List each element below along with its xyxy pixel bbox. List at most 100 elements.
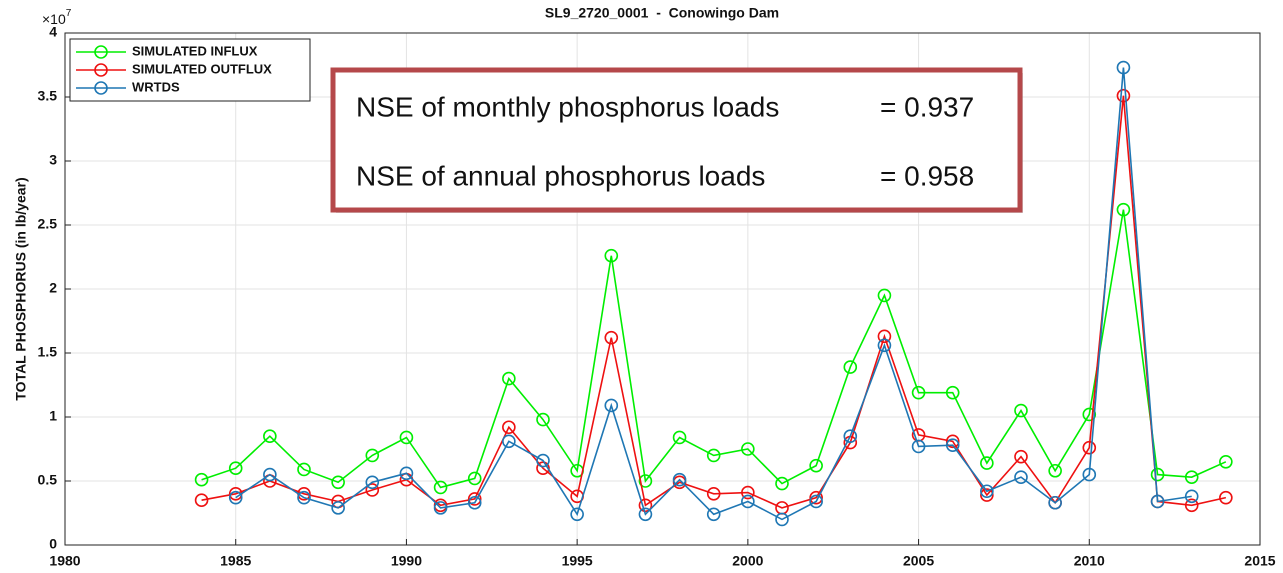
x-tick-label: 2000 — [732, 553, 763, 569]
point — [1116, 88, 1131, 103]
y-tick-label: 4 — [49, 24, 57, 40]
point — [843, 429, 858, 444]
y-scale-base: ×10 — [42, 11, 66, 27]
point — [1219, 490, 1233, 505]
point — [1150, 467, 1165, 482]
x-tick-label: 2010 — [1074, 553, 1105, 569]
point — [194, 472, 209, 487]
point — [945, 434, 960, 449]
point — [638, 507, 653, 522]
point — [331, 501, 345, 515]
point — [911, 439, 926, 454]
point — [741, 485, 755, 500]
point — [433, 501, 448, 515]
y-tick-label: 2 — [49, 280, 57, 296]
y-tick-label: 1.5 — [38, 344, 58, 360]
point — [467, 492, 482, 506]
x-tick-label: 2005 — [903, 553, 934, 569]
y-tick-label: 0.5 — [38, 472, 58, 488]
series-line — [201, 209, 1227, 489]
point — [1014, 470, 1028, 484]
point — [945, 438, 960, 452]
legend-label: SIMULATED OUTFLUX — [132, 61, 272, 76]
point — [911, 385, 926, 400]
point — [228, 490, 243, 505]
point — [297, 490, 311, 505]
legend-marker — [94, 63, 108, 77]
legend-label: WRTDS — [132, 79, 180, 94]
point — [1116, 202, 1131, 217]
point — [1082, 440, 1097, 455]
point — [194, 493, 209, 508]
point — [1048, 463, 1062, 478]
point — [604, 330, 619, 345]
point — [536, 412, 550, 427]
point — [945, 385, 960, 400]
x-tick-label: 2015 — [1244, 553, 1275, 569]
point — [536, 453, 550, 468]
point — [263, 429, 277, 444]
point — [1184, 470, 1199, 484]
point — [741, 494, 755, 509]
point — [1082, 467, 1097, 482]
point — [843, 360, 858, 374]
point — [741, 442, 755, 456]
point — [570, 507, 584, 522]
point — [536, 461, 550, 476]
point — [980, 488, 994, 502]
point — [604, 248, 619, 263]
x-tick-label: 1980 — [49, 553, 80, 569]
point — [980, 484, 994, 499]
point — [672, 472, 687, 487]
annotation-box: NSE of monthly phosphorus loads = 0.937 … — [330, 67, 1023, 213]
x-tick-label: 1995 — [562, 553, 593, 569]
point — [263, 467, 277, 482]
point — [706, 507, 721, 522]
annotation-frame — [330, 67, 1023, 213]
point — [877, 329, 892, 344]
y-scale-exponent: 7 — [66, 8, 72, 19]
point — [1184, 498, 1199, 513]
y-tick-label: 2.5 — [38, 216, 58, 232]
point — [809, 494, 823, 509]
point — [638, 498, 653, 513]
point — [502, 371, 516, 386]
point — [706, 448, 721, 463]
point — [1014, 449, 1028, 464]
plot-frame — [64, 32, 1261, 546]
annotation-label: NSE of monthly phosphorus loads — [356, 91, 779, 122]
legend-marker — [94, 45, 108, 59]
point — [809, 458, 823, 473]
point — [809, 490, 823, 505]
point — [1219, 454, 1233, 469]
point — [399, 430, 414, 445]
point — [399, 466, 414, 481]
point — [297, 462, 311, 477]
point — [502, 420, 516, 435]
x-tick-label: 1985 — [220, 553, 251, 569]
point — [467, 495, 482, 510]
x-tick-label: 1990 — [391, 553, 422, 569]
annotation-value: = 0.958 — [880, 160, 974, 191]
point — [638, 474, 653, 488]
legend-marker — [94, 81, 108, 95]
point — [365, 475, 380, 490]
y-tick-label: 1 — [49, 408, 57, 424]
point — [672, 430, 687, 445]
y-axis-label: TOTAL PHOSPHORUS (in lb/year) — [13, 177, 29, 400]
point — [1048, 495, 1062, 510]
y-scale: ×107 — [42, 8, 72, 27]
legend-label: SIMULATED INFLUX — [132, 43, 258, 58]
point — [467, 471, 482, 486]
point — [1014, 403, 1028, 418]
point — [502, 434, 516, 449]
annotation-label: NSE of annual phosphorus loads — [356, 160, 765, 191]
point — [1082, 407, 1097, 422]
point — [1150, 494, 1165, 509]
point — [604, 398, 619, 413]
point — [365, 448, 380, 463]
point — [228, 461, 243, 476]
y-tick-label: 3 — [49, 152, 57, 168]
point — [980, 456, 994, 470]
